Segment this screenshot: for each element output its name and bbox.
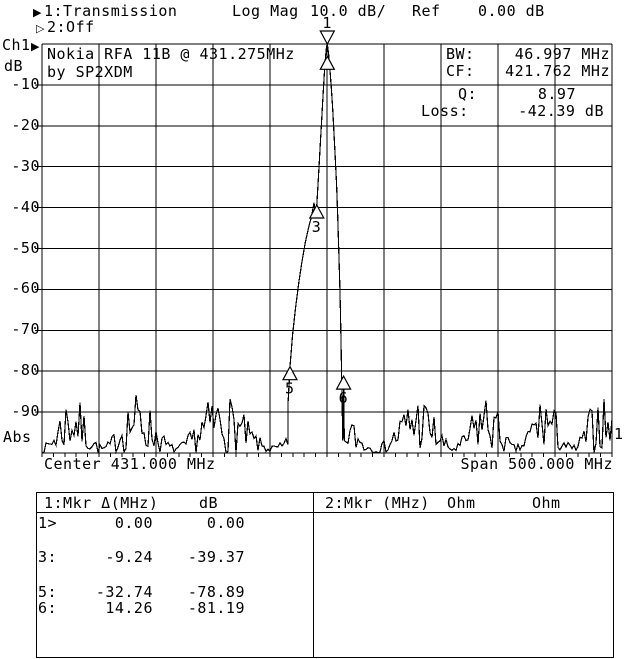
q-label: Q:: [458, 85, 478, 103]
marker-db: -81.19: [187, 599, 245, 617]
marker-db: 0.00: [206, 514, 245, 532]
loss-label: Loss:: [421, 102, 469, 120]
y-axis-label: -80: [11, 361, 40, 379]
marker-table-divider: [313, 492, 314, 657]
channel-arrow-icon: ▶: [31, 40, 40, 53]
marker-5-triangle: [281, 365, 299, 381]
trace2-label: 2:Off: [47, 18, 95, 36]
marker-id: 3:: [38, 548, 58, 566]
channel-label: Ch1: [2, 36, 31, 54]
marker-bw-triangle: [319, 55, 336, 70]
x-center-label: Center 431.000 MHz: [44, 455, 216, 473]
mkr-table-left-header: 1:Mkr Δ(MHz): [44, 494, 159, 512]
x-span-label: Span 500.000 MHz: [460, 455, 613, 473]
format-label: Log Mag: [232, 2, 299, 20]
y-axis-label: -90: [11, 402, 40, 420]
marker-delta: 14.26: [105, 599, 153, 617]
y-unit-label: dB: [4, 57, 24, 75]
trace1-label: 1:Transmission: [44, 2, 178, 20]
y-axis-label: -20: [11, 116, 40, 134]
bw-label: BW:: [446, 45, 475, 63]
marker-table-header-rule: [36, 512, 613, 513]
trace-polyline: [41, 43, 613, 455]
ref-value: 0.00 dB: [478, 2, 545, 20]
cf-value: 421.762 MHz: [505, 62, 610, 80]
y-abs-label: Abs: [3, 428, 32, 446]
y-axis-label: -30: [11, 157, 40, 175]
annotation-line2: by SP2XDM: [47, 63, 133, 81]
mkr-table-db-header: dB: [199, 494, 219, 512]
plot-area: 1 3 5 6: [35, 14, 613, 457]
marker-6-triangle: [335, 374, 352, 390]
mkr-table-ohm2-header: Ohm: [532, 494, 561, 512]
q-value: 8.97: [537, 85, 576, 103]
scale-value: 10.0 dB/: [310, 2, 387, 20]
y-axis-label: -40: [11, 198, 40, 216]
y-axis-label: -60: [11, 279, 40, 297]
mkr-table-ohm1-header: Ohm: [447, 494, 476, 512]
marker-id: 6:: [38, 599, 58, 617]
marker-1-triangle: [319, 30, 336, 46]
marker-db: -39.37: [187, 548, 245, 566]
marker-table-frame: [36, 492, 614, 658]
marker-delta: 0.00: [114, 514, 153, 532]
marker-5-label: 5: [285, 380, 294, 398]
annotation-line1: Nokia RFA 11B @ 431.275MHz: [47, 45, 295, 63]
trace2-inactive-icon: ▷: [36, 22, 45, 35]
loss-value: -42.39 dB: [518, 102, 604, 120]
marker-3-triangle: [308, 203, 325, 219]
y-axis-label: -70: [11, 320, 40, 338]
marker-id: 1>: [38, 514, 58, 532]
mkr-table-right-header: 2:Mkr (MHz): [325, 494, 430, 512]
marker-3-label: 3: [312, 218, 321, 236]
bw-value: 46.997 MHz: [514, 45, 610, 63]
trace1-active-icon: ▶: [33, 6, 42, 19]
y-axis-label: -10: [11, 75, 40, 93]
marker-delta: -32.74: [95, 583, 153, 601]
ref-label: Ref: [412, 2, 441, 20]
cf-label: CF:: [446, 62, 475, 80]
y-axis-label: -50: [11, 239, 40, 257]
trace-number-indicator: 1: [614, 425, 624, 443]
marker-delta: -9.24: [105, 548, 153, 566]
marker-1-label: 1: [322, 14, 331, 32]
marker-6-label: 6: [339, 389, 348, 407]
marker-db: -78.89: [187, 583, 245, 601]
marker-id: 5:: [38, 583, 58, 601]
